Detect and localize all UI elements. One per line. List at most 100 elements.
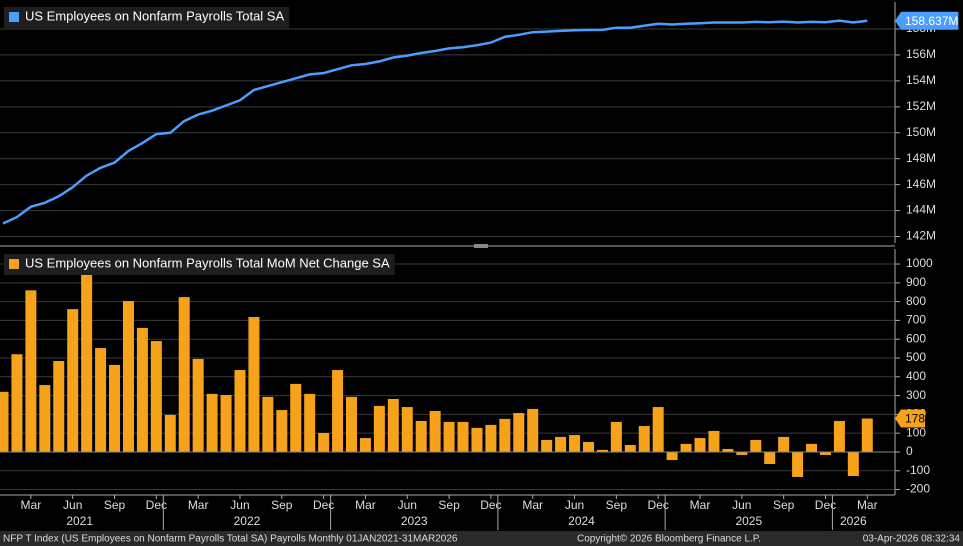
y-tick-label: 0 <box>906 444 913 458</box>
bar <box>81 273 93 452</box>
bar <box>11 354 23 452</box>
bar <box>819 451 831 455</box>
bar <box>150 341 162 452</box>
bar <box>485 424 497 452</box>
legend-label: US Employees on Nonfarm Payrolls Total M… <box>25 255 390 270</box>
bar <box>596 449 608 452</box>
year-label: 2021 <box>66 514 93 528</box>
bar <box>582 442 594 452</box>
line-series <box>2 19 868 225</box>
y-tick-label: 800 <box>906 294 926 308</box>
bar <box>541 439 553 452</box>
y-tick-label: -100 <box>906 463 930 477</box>
bar <box>527 408 539 452</box>
bar <box>122 301 134 452</box>
bar <box>750 439 762 452</box>
bar <box>694 438 706 452</box>
divider-handle[interactable] <box>474 244 488 248</box>
bar <box>109 364 121 452</box>
bar <box>25 290 37 452</box>
footer-source: NFP T Index (US Employees on Nonfarm Pay… <box>3 534 458 545</box>
bar <box>792 451 804 477</box>
bar <box>736 451 748 455</box>
y-tick-label: 600 <box>906 331 926 345</box>
x-tick-label: Dec <box>480 498 501 512</box>
y-tick-label: 150M <box>906 125 936 139</box>
bar <box>39 385 51 452</box>
y-tick-label: 700 <box>906 313 926 327</box>
legend-label: US Employees on Nonfarm Payrolls Total S… <box>25 8 284 23</box>
y-tick-label: 1000 <box>906 256 933 270</box>
bar <box>318 432 330 452</box>
x-tick-label: Mar <box>188 498 209 512</box>
footer-timestamp: 03-Apr-2026 08:32:34 <box>863 534 961 545</box>
x-tick-label: Mar <box>690 498 711 512</box>
bar <box>248 317 260 452</box>
bar <box>95 348 107 452</box>
legend: US Employees on Nonfarm Payrolls Total S… <box>4 7 290 28</box>
y-tick-label: -200 <box>906 482 930 496</box>
bar <box>234 370 246 452</box>
bar <box>833 420 845 452</box>
bar <box>401 407 413 452</box>
footer-copyright: Copyright© 2026 Bloomberg Finance L.P. <box>577 534 761 545</box>
bar <box>652 407 664 452</box>
last-value-label: 178 <box>905 412 925 426</box>
bar <box>443 421 455 452</box>
bar <box>806 443 818 452</box>
bar <box>680 443 692 452</box>
bar <box>847 451 859 477</box>
bar <box>290 383 302 452</box>
bar <box>332 370 344 452</box>
tag-box <box>895 11 959 30</box>
bar <box>359 438 371 452</box>
x-tick-label: Dec <box>313 498 334 512</box>
x-tick-label: Mar <box>21 498 42 512</box>
x-tick-label: Sep <box>773 498 795 512</box>
x-tick-label: Dec <box>648 498 669 512</box>
y-tick-label: 900 <box>906 275 926 289</box>
legend: US Employees on Nonfarm Payrolls Total M… <box>4 254 395 275</box>
footer-bar <box>0 531 963 546</box>
bar <box>276 410 288 452</box>
y-tick-label: 300 <box>906 388 926 402</box>
bar <box>304 393 316 452</box>
x-tick-label: Jun <box>398 498 417 512</box>
bar <box>67 309 79 452</box>
bar <box>861 418 873 452</box>
y-tick-label: 146M <box>906 177 936 191</box>
x-tick-label: Jun <box>63 498 82 512</box>
last-value-label: 158.637M <box>905 14 958 28</box>
bar <box>53 361 65 452</box>
bar <box>513 413 525 452</box>
bar <box>764 451 776 464</box>
y-tick-label: 152M <box>906 99 936 113</box>
bar <box>0 391 9 452</box>
y-tick-label: 156M <box>906 47 936 61</box>
x-tick-label: Sep <box>438 498 460 512</box>
y-tick-label: 142M <box>906 229 936 243</box>
bar <box>206 393 218 452</box>
last-value-tag: 178 <box>895 409 926 428</box>
year-label: 2023 <box>401 514 428 528</box>
bar <box>569 435 581 452</box>
x-tick-label: Jun <box>732 498 751 512</box>
bar <box>778 436 790 452</box>
bar <box>457 421 469 452</box>
bar <box>136 327 148 452</box>
bar <box>192 358 204 452</box>
last-value-tag: 158.637M <box>895 11 959 30</box>
bar <box>471 427 483 452</box>
x-tick-label: Sep <box>104 498 126 512</box>
tag-box <box>895 409 926 428</box>
legend-box <box>4 7 290 28</box>
y-tick-label: 154M <box>906 73 936 87</box>
bar <box>262 396 274 452</box>
legend-box <box>4 254 395 275</box>
bar <box>555 436 567 452</box>
x-tick-label: Jun <box>565 498 584 512</box>
x-tick-label: Sep <box>271 498 293 512</box>
x-tick-label: Mar <box>857 498 878 512</box>
year-label: 2025 <box>735 514 762 528</box>
